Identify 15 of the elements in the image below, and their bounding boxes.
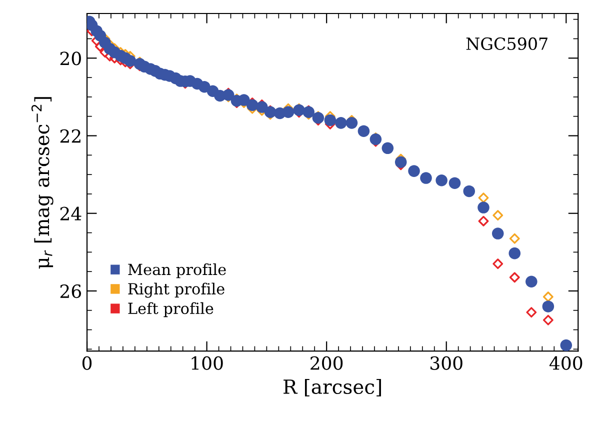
annotation: NGC5907 [466, 37, 548, 50]
legend-label: Right profile [128, 282, 224, 298]
x-axis-title: R [arcsec] [284, 378, 381, 396]
x-tick-label: 400 [549, 356, 582, 370]
legend-label: Mean profile [128, 263, 226, 278]
y-axis-title: μ$_{r}$ [mag arcsec$^{−2}$] [31, 97, 54, 269]
legend-label: Left profile [128, 302, 214, 318]
x-tick-label: 300 [430, 356, 462, 370]
x-tick-label: 100 [192, 356, 223, 370]
x-tick-label: 0 [82, 356, 92, 370]
x-tick-label: 200 [310, 356, 343, 370]
y-tick-label: 22 [60, 129, 80, 143]
y-tick-label: 26 [60, 284, 82, 298]
y-tick-label: 20 [60, 52, 81, 66]
y-tick-label: 24 [60, 206, 82, 220]
